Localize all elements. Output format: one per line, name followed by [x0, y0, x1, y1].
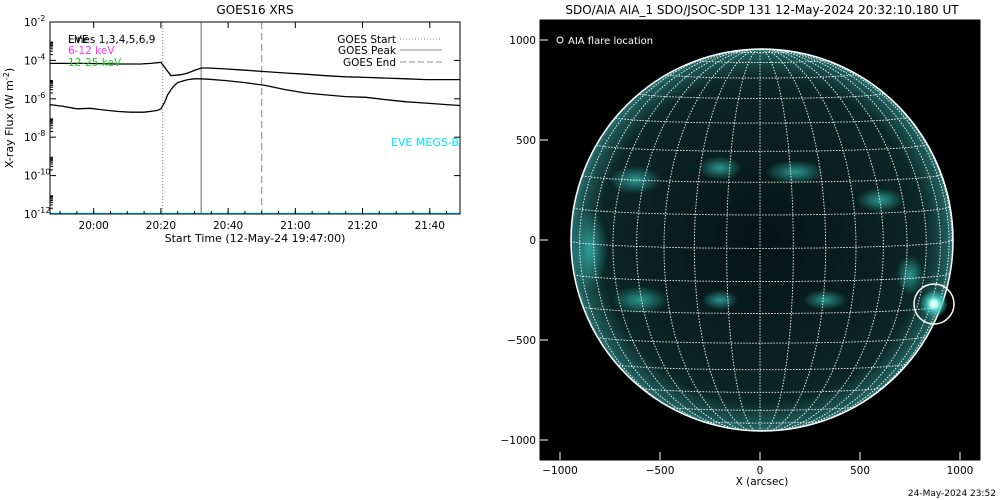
- aia-x-tick-label: 500: [850, 465, 870, 477]
- grid-parallel: [571, 206, 950, 216]
- goes-xrs-plot: GOES16 XRS 10-12 10-10 10-8 10-6 10-4 10-2 20…: [2, 3, 461, 245]
- aia-x-tick-label: 1000: [947, 465, 974, 477]
- legend-goes-lines: Lines 1,3,4,5,6,9: [68, 34, 155, 46]
- aia-legend-label: AIA flare location: [568, 36, 653, 47]
- aia-active-regions: [572, 156, 924, 314]
- aia-image-panel: SDO/AIA AIA_1 SDO/JSOC-SDP 131 12-May-20…: [500, 3, 981, 488]
- legend-goes-end: GOES End: [343, 57, 396, 69]
- grid-parallel: [571, 239, 953, 249]
- legend-12-25-kev: 12-25 keV: [68, 57, 122, 69]
- goes-x-axis: 20:00 20:20 20:40 21:00 21:20 21:40: [59, 22, 448, 232]
- aia-y-tick-label: −1000: [500, 435, 536, 447]
- grid-parallel: [664, 406, 856, 411]
- goes-x-axis-label: Start Time (12-May-24 19:47:00): [165, 232, 346, 245]
- grid-meridian: [636, 49, 761, 431]
- flare-glow: [920, 290, 948, 318]
- legend-goes-start: GOES Start: [337, 34, 396, 46]
- aia-y-tick-label: 500: [516, 135, 536, 147]
- grid-meridian: [759, 49, 857, 431]
- aia-legend: AIA flare location: [556, 36, 653, 47]
- legend-goes-peak: GOES Peak: [338, 45, 397, 57]
- grid-parallel: [663, 73, 857, 79]
- goes-x-tick-label: 21:00: [280, 220, 310, 232]
- grid-meridian: [759, 49, 927, 431]
- footer-timestamp: 24-May-2024 23:52: [908, 489, 996, 499]
- legend-6-12-kev: 6-12 keV: [68, 45, 115, 57]
- solar-limb: [570, 48, 954, 432]
- grid-parallel: [579, 305, 941, 314]
- grid-parallel: [636, 92, 884, 99]
- eve-megs-annotation: EVE MEGS-B: [391, 136, 459, 149]
- aia-x-axis: −1000 −500 0 500 1000: [542, 452, 973, 477]
- goes-series-group: [50, 61, 460, 214]
- grid-meridian: [759, 49, 941, 431]
- grid-meridian: [759, 49, 884, 431]
- aia-legend-marker: [556, 36, 564, 44]
- flare-marker: [913, 283, 955, 325]
- aia-x-axis-label: X (arcsec): [736, 476, 789, 488]
- goes-y-tick-label: 10-4: [24, 52, 45, 67]
- goes-series-0: [50, 61, 460, 81]
- grid-parallel: [593, 335, 927, 344]
- goes-y-axis-label: X-ray Flux (W m-2): [2, 68, 16, 168]
- grid-meridian: [726, 49, 761, 431]
- grid-meridian: [759, 49, 827, 431]
- goes-y-tick-label: 10-10: [24, 168, 50, 183]
- goes-y-tick-label: 10-12: [24, 206, 50, 221]
- goes-x-tick-label: 20:20: [146, 220, 176, 232]
- aia-title: SDO/AIA AIA_1 SDO/JSOC-SDP 131 12-May-20…: [565, 3, 959, 17]
- goes-event-markers: [161, 22, 263, 214]
- goes-plot-frame: [49, 21, 461, 215]
- grid-meridian: [663, 49, 761, 431]
- aia-x-tick-label: −500: [646, 465, 675, 477]
- goes-legend-right: GOES Start GOES Peak GOES End: [337, 34, 442, 69]
- grid-meridian: [759, 49, 950, 426]
- goes-x-tick-label: 21:40: [415, 220, 445, 232]
- grid-meridian: [693, 49, 761, 431]
- aia-y-tick-label: 1000: [509, 35, 536, 47]
- grid-parallel: [579, 174, 941, 183]
- flare-location-circle: [913, 283, 955, 325]
- goes-x-tick-label: 21:20: [347, 220, 377, 232]
- aia-y-tick-label: −500: [507, 335, 536, 347]
- goes-y-tick-label: 10-2: [24, 14, 45, 29]
- goes-legend-left: Lines 1,3,4,5,6,9 EVE 6-12 keV 12-25 keV: [68, 34, 155, 69]
- goes-title: GOES16 XRS: [216, 3, 293, 17]
- aia-y-tick-label: 0: [529, 235, 536, 247]
- grid-parallel: [612, 116, 908, 124]
- goes-series-1: [50, 78, 460, 113]
- grid-meridian: [593, 49, 761, 431]
- grid-parallel: [636, 386, 884, 393]
- aia-y-axis: −1000 −500 0 500 1000: [500, 35, 548, 447]
- aia-x-tick-label: 0: [757, 465, 764, 477]
- grid-parallel: [726, 50, 794, 54]
- goes-x-tick-label: 20:40: [213, 220, 243, 232]
- legend-goes-lines-overlay: EVE: [68, 34, 88, 46]
- grid-parallel: [613, 363, 907, 371]
- goes-y-axis: 10-12 10-10 10-8 10-6 10-4 10-2: [24, 14, 460, 221]
- goes-y-tick-label: 10-6: [24, 91, 45, 106]
- aia-x-tick-label: −1000: [542, 465, 578, 477]
- grid-parallel: [571, 273, 950, 283]
- aia-solar-disk: [562, 40, 962, 440]
- grid-meridian: [759, 49, 794, 431]
- goes-y-tick-label: 10-8: [24, 129, 45, 144]
- goes-x-tick-label: 20:00: [79, 220, 109, 232]
